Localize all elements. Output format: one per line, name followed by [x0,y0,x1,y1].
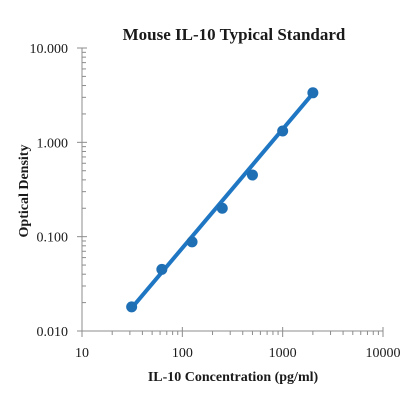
data-point [156,263,168,275]
data-point [126,301,138,313]
trendline [129,91,315,311]
y-axis: 0.010 0.100 1.000 10.000 [30,42,87,340]
y-tick-label: 1.000 [37,136,69,151]
y-axis-title: Optical Density [17,145,32,238]
chart-title: Mouse IL-10 Typical Standard [123,25,346,44]
y-tick-label: 10.000 [30,42,69,57]
y-tick-label: 0.100 [37,231,69,246]
x-tick-label: 100 [172,346,193,361]
y-tick-label: 0.010 [37,325,69,340]
x-tick-label: 10 [75,346,89,361]
x-axis: 10 100 1000 10000 [75,327,401,361]
x-axis-title: IL-10 Concentration (pg/ml) [148,370,319,385]
data-point [307,87,319,99]
data-point [216,202,228,214]
x-tick-label: 1000 [269,346,297,361]
data-point [277,125,289,137]
x-tick-label: 10000 [366,346,401,361]
data-point [246,169,258,181]
data-point [186,236,198,248]
data-points [126,87,319,313]
